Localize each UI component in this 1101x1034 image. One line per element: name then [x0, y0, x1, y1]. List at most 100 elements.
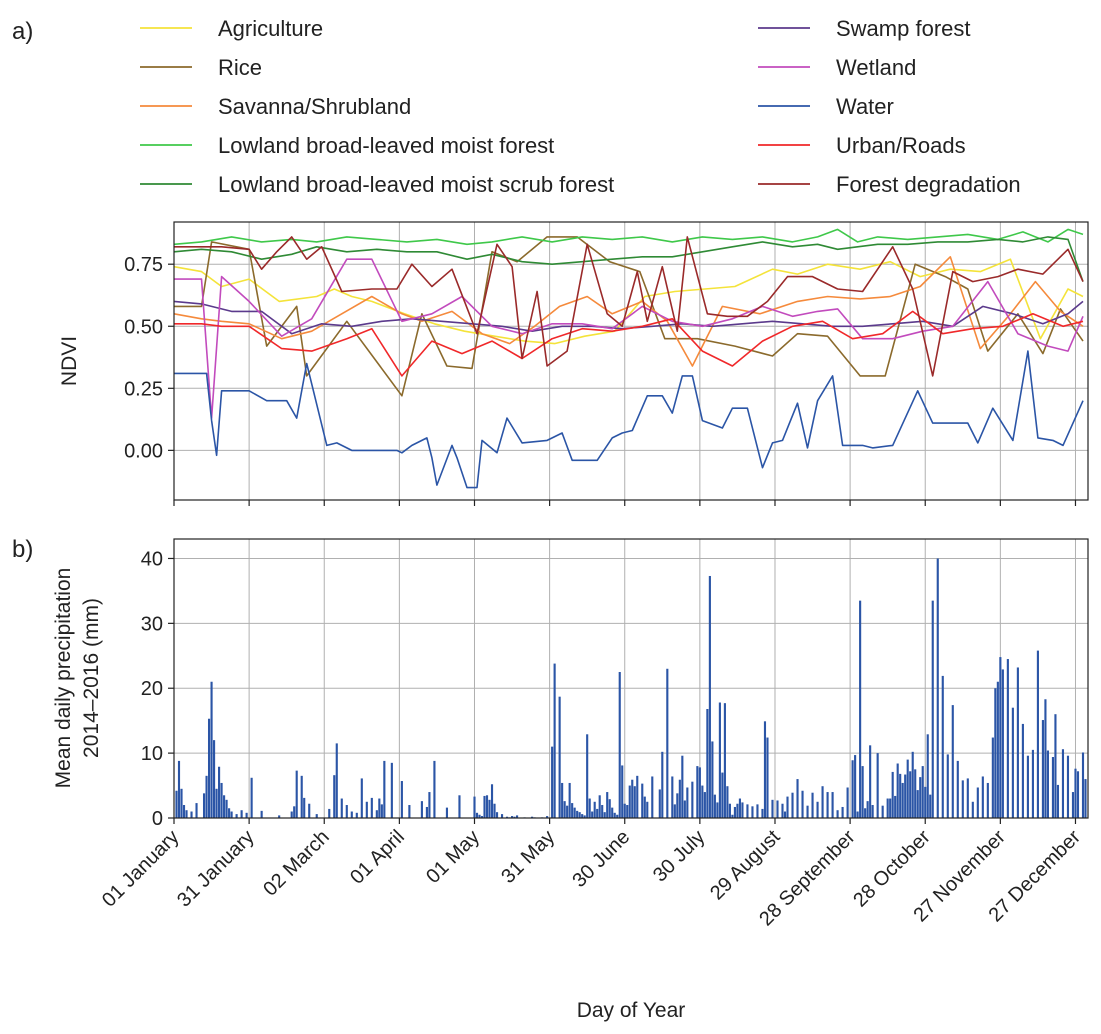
precipitation-bar	[566, 805, 569, 818]
precipitation-bar	[718, 702, 721, 818]
precipitation-bar	[190, 811, 193, 818]
precipitation-bar	[1054, 714, 1057, 818]
precipitation-bar	[956, 760, 959, 818]
precipitation-bar	[783, 811, 787, 818]
precipitation-bar	[854, 755, 857, 818]
precipitation-bar	[230, 811, 233, 818]
precipitation-bar	[763, 721, 767, 818]
precipitation-bar	[177, 760, 181, 818]
precipitation-bar	[991, 737, 994, 818]
precipitation-bar	[876, 753, 879, 818]
precipitation-bar	[207, 718, 211, 818]
precipitation-bar	[871, 805, 874, 818]
precipitation-bar	[673, 804, 676, 818]
precipitation-bar	[315, 814, 318, 818]
x-axis-label: Day of Year	[577, 999, 686, 1022]
precipitation-bar	[831, 792, 834, 818]
ndvi-series-line-lowland-broad-leaved-moist-scrub-forest	[173, 236, 1084, 282]
precipitation-bar	[966, 778, 969, 818]
precipitation-bar	[786, 796, 789, 818]
precipitation-bar	[290, 811, 293, 818]
precipitation-bar	[295, 770, 298, 818]
precipitation-bar	[731, 814, 734, 818]
ndvi-series-line-urban-roads	[174, 310, 1084, 377]
precipitation-bar	[220, 782, 223, 818]
precipitation-bar	[445, 807, 449, 818]
ndvi-y-ticks: 0.00 0.25 0.50 0.75	[124, 254, 174, 462]
precipitation-bar	[420, 801, 423, 818]
ndvi-y-tick-label: 0.50	[124, 316, 163, 338]
precipitation-bar	[1056, 784, 1060, 818]
precipitation-bar	[1051, 757, 1055, 818]
precipitation-bar	[841, 806, 844, 818]
precipitation-bar	[851, 760, 854, 818]
precipitation-bar	[906, 759, 909, 818]
ndvi-axes-frame	[173, 221, 1089, 501]
precipitation-bar	[601, 805, 604, 818]
precipitation-bar	[303, 797, 306, 818]
precipitation-bar	[380, 804, 383, 818]
precipitation-bar	[433, 760, 436, 818]
precipitation-bar	[1016, 667, 1019, 818]
precipitation-y-tick-label: 0	[152, 808, 163, 830]
precipitation-axes-frame	[173, 538, 1089, 819]
ndvi-y-tick-label: 0.75	[124, 254, 163, 276]
ndvi-panel: 0.00 0.25 0.50 0.75 NDVI	[58, 221, 1089, 506]
precipitation-bar	[936, 558, 939, 818]
precipitation-bar	[761, 808, 764, 818]
precipitation-y-ticks: 0 10 20 30 40	[141, 548, 174, 830]
precipitation-bar	[245, 812, 248, 818]
precipitation-bar	[578, 812, 581, 818]
precipitation-bar	[1066, 755, 1070, 818]
x-tick-label: 01 January	[98, 826, 184, 912]
precipitation-bar	[300, 775, 303, 818]
precipitation-bar	[869, 745, 872, 818]
precipitation-bar	[746, 804, 749, 818]
precipitation-bar	[250, 777, 253, 818]
precipitation-bar	[698, 767, 701, 818]
ndvi-series-line-water	[174, 350, 1084, 489]
precipitation-bar	[1044, 699, 1047, 818]
precipitation-bar	[981, 776, 984, 818]
precipitation-bar	[1074, 768, 1077, 818]
precipitation-y-tick-label: 40	[141, 548, 163, 570]
precipitation-bar	[646, 801, 649, 818]
precipitation-bar	[678, 779, 681, 818]
precipitation-bar	[553, 663, 556, 818]
ndvi-series	[173, 228, 1084, 489]
precipitation-bar	[766, 737, 769, 818]
precipitation-bar	[776, 800, 779, 818]
precipitation-bar	[904, 774, 907, 818]
precipitation-bar	[738, 798, 741, 818]
precipitation-bar	[621, 765, 624, 818]
precipitation-bar	[335, 743, 338, 818]
precipitation-grid	[173, 539, 1088, 819]
precipitation-bar	[558, 696, 561, 818]
precipitation-bar	[260, 810, 263, 818]
precipitation-bar	[909, 771, 912, 818]
precipitation-bar	[340, 798, 343, 818]
precipitation-bar	[213, 740, 216, 818]
precipitation-bar	[603, 812, 606, 818]
precipitation-bar	[703, 792, 706, 818]
precipitation-bar	[551, 746, 554, 818]
precipitation-bar	[696, 766, 699, 818]
precipitation-bar	[676, 793, 679, 818]
precipitation-bar	[666, 668, 669, 818]
precipitation-y-axis-label-line1: Mean daily precipitation	[52, 568, 75, 789]
precipitation-bar	[240, 810, 243, 818]
precipitation-y-tick-label: 20	[141, 678, 163, 700]
precipitation-bar	[202, 793, 206, 818]
legend-entry: Rice	[218, 55, 262, 80]
precipitation-bar	[235, 814, 238, 818]
legend-entry: Forest degradation	[836, 172, 1021, 197]
precipitation-bar	[623, 803, 626, 818]
x-tick-label: 01 April	[346, 826, 409, 889]
precipitation-bar	[618, 672, 621, 818]
precipitation-bar	[576, 810, 579, 818]
precipitation-bar	[626, 805, 629, 818]
precipitation-bar	[713, 794, 716, 818]
ndvi-y-tick-label: 0.25	[124, 378, 163, 400]
precipitation-bar	[994, 688, 997, 818]
